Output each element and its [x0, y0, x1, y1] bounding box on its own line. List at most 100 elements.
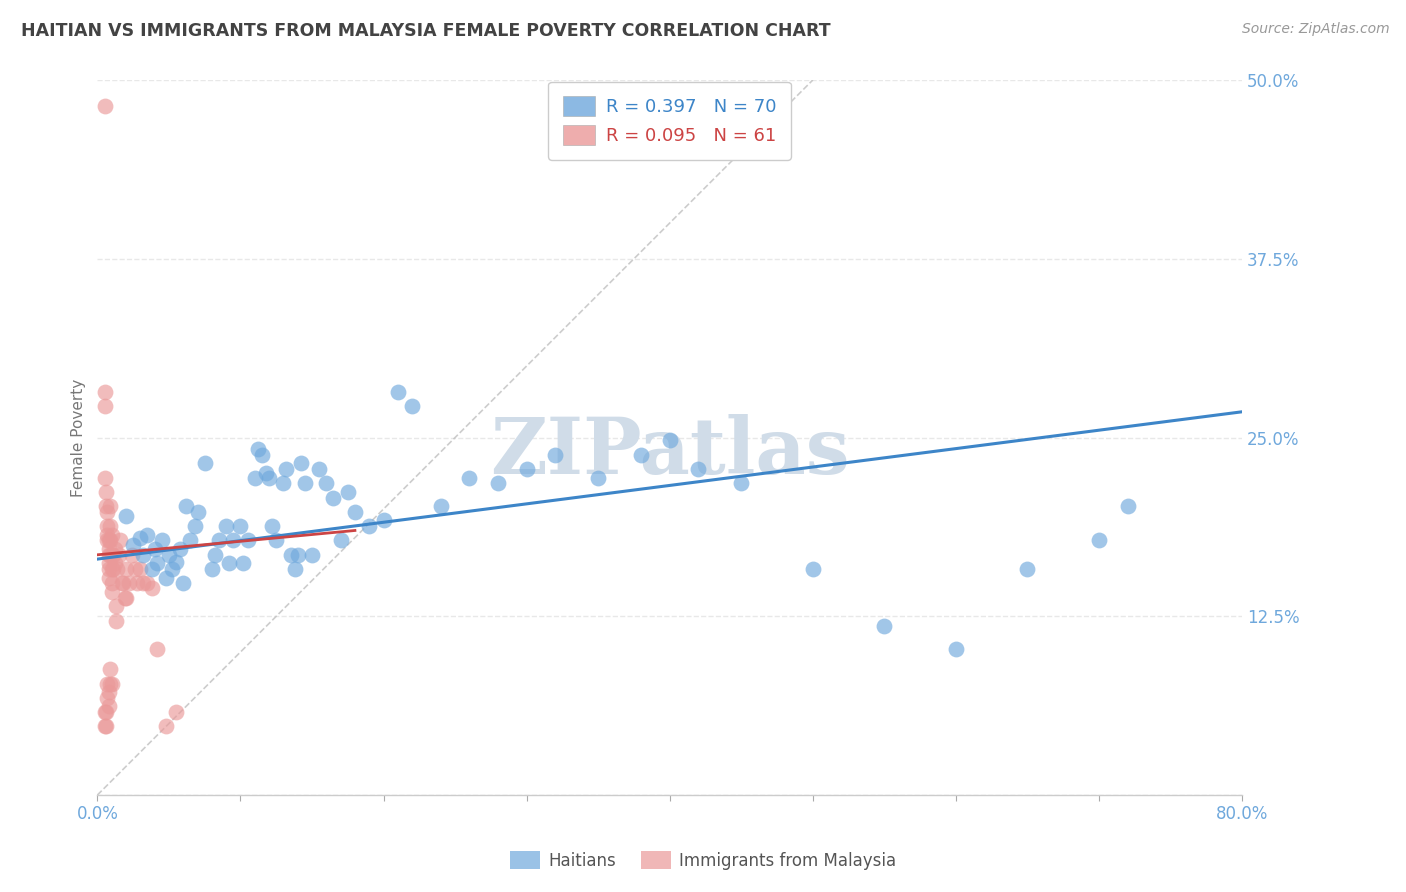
Point	[146, 557, 169, 571]
Point	[96, 533, 118, 548]
Point	[155, 571, 177, 585]
Point	[104, 599, 127, 614]
Point	[458, 470, 481, 484]
Point	[204, 548, 226, 562]
Point	[94, 705, 117, 719]
Point	[111, 576, 134, 591]
Point	[284, 562, 307, 576]
Y-axis label: Female Poverty: Female Poverty	[72, 378, 86, 497]
Point	[98, 533, 121, 548]
Point	[121, 548, 143, 562]
Point	[208, 533, 231, 548]
Point	[222, 533, 245, 548]
Point	[93, 399, 115, 413]
Point	[516, 462, 538, 476]
Point	[105, 562, 128, 576]
Legend: Haitians, Immigrants from Malaysia: Haitians, Immigrants from Malaysia	[503, 845, 903, 877]
Point	[96, 505, 118, 519]
Point	[157, 548, 180, 562]
Point	[122, 538, 145, 552]
Point	[945, 642, 967, 657]
Point	[100, 585, 122, 599]
Point	[186, 505, 208, 519]
Point	[96, 528, 118, 542]
Text: HAITIAN VS IMMIGRANTS FROM MALAYSIA FEMALE POVERTY CORRELATION CHART: HAITIAN VS IMMIGRANTS FROM MALAYSIA FEMA…	[21, 22, 831, 40]
Point	[103, 557, 125, 571]
Point	[250, 448, 273, 462]
Point	[229, 519, 252, 533]
Point	[165, 705, 187, 719]
Point	[93, 705, 115, 719]
Point	[276, 462, 298, 476]
Text: Source: ZipAtlas.com: Source: ZipAtlas.com	[1241, 22, 1389, 37]
Point	[273, 476, 295, 491]
Point	[103, 542, 125, 557]
Point	[544, 448, 567, 462]
Point	[97, 548, 120, 562]
Point	[658, 434, 681, 448]
Point	[315, 476, 337, 491]
Point	[1088, 533, 1111, 548]
Point	[232, 557, 254, 571]
Point	[183, 519, 205, 533]
Point	[160, 562, 183, 576]
Point	[1116, 499, 1139, 513]
Point	[1017, 562, 1039, 576]
Point	[218, 557, 240, 571]
Point	[94, 484, 117, 499]
Point	[97, 562, 120, 576]
Point	[98, 519, 121, 533]
Point	[201, 562, 224, 576]
Point	[169, 542, 191, 557]
Point	[329, 533, 352, 548]
Point	[136, 528, 159, 542]
Point	[97, 542, 120, 557]
Point	[97, 533, 120, 548]
Point	[630, 448, 652, 462]
Point	[129, 562, 152, 576]
Point	[100, 676, 122, 690]
Point	[688, 462, 710, 476]
Point	[114, 591, 136, 605]
Point	[387, 384, 409, 399]
Point	[115, 591, 138, 605]
Point	[141, 562, 163, 576]
Point	[257, 470, 280, 484]
Point	[243, 470, 266, 484]
Point	[143, 542, 166, 557]
Point	[96, 519, 118, 533]
Point	[97, 699, 120, 714]
Point	[132, 576, 155, 591]
Point	[98, 499, 121, 513]
Point	[97, 557, 120, 571]
Point	[118, 576, 141, 591]
Point	[97, 685, 120, 699]
Point	[373, 513, 395, 527]
Point	[179, 533, 201, 548]
Point	[146, 642, 169, 657]
Point	[290, 456, 312, 470]
Point	[136, 576, 159, 591]
Legend: R = 0.397   N = 70, R = 0.095   N = 61: R = 0.397 N = 70, R = 0.095 N = 61	[548, 82, 792, 160]
Point	[343, 505, 366, 519]
Point	[129, 531, 152, 545]
Point	[93, 470, 115, 484]
Point	[322, 491, 344, 505]
Point	[155, 719, 177, 733]
Point	[97, 571, 120, 585]
Point	[246, 442, 269, 456]
Point	[165, 555, 187, 569]
Point	[93, 384, 115, 399]
Point	[100, 576, 122, 591]
Point	[264, 533, 287, 548]
Point	[127, 576, 149, 591]
Point	[98, 662, 121, 676]
Point	[301, 548, 323, 562]
Point	[112, 576, 135, 591]
Point	[100, 528, 122, 542]
Point	[150, 533, 173, 548]
Point	[336, 484, 359, 499]
Point	[430, 499, 453, 513]
Point	[215, 519, 238, 533]
Point	[94, 719, 117, 733]
